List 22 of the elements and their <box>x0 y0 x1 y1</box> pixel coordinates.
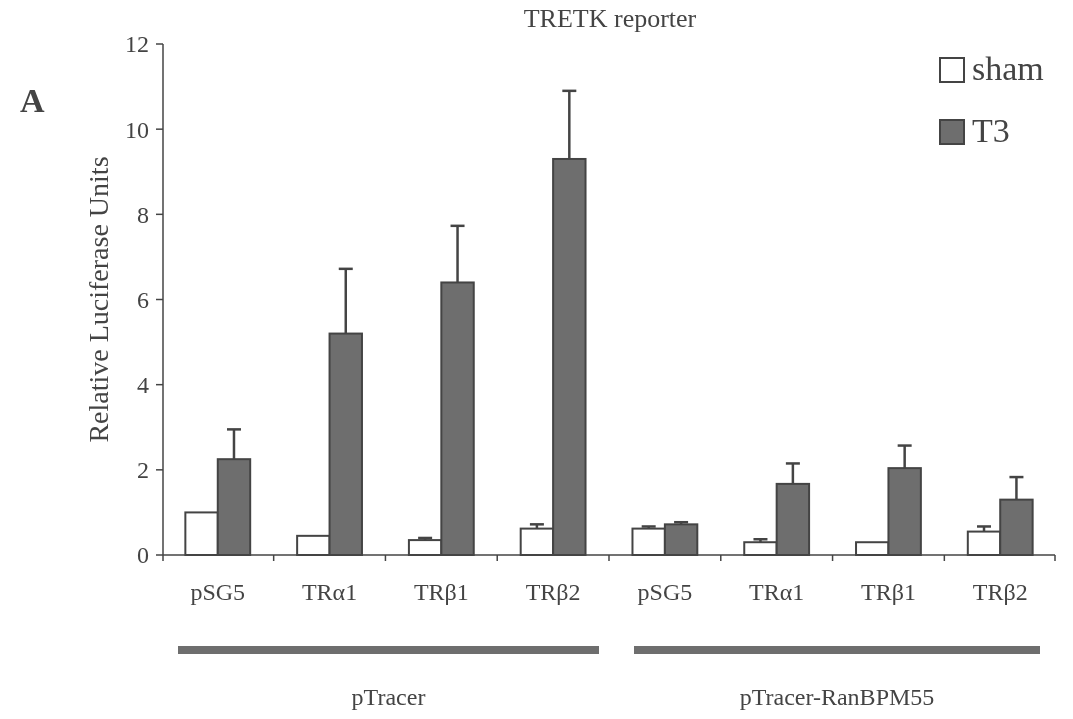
text: pTracer <box>351 684 426 710</box>
legend-label: T3 <box>972 112 1010 149</box>
x-tick-label: TRβ1 <box>861 579 916 605</box>
x-tick-label: TRβ2 <box>525 579 581 605</box>
x-tick-label: TRβ1 <box>413 579 469 605</box>
text: A <box>20 82 45 119</box>
x-tick-label: TRα1 <box>301 579 358 605</box>
x-tick-label: pSG5 <box>637 579 693 605</box>
text: pTracer-RanBPM55 <box>739 684 935 710</box>
y-tick-label: 0 <box>137 542 149 569</box>
x-tick-label: pSG5 <box>190 579 246 605</box>
y-tick-label: 12 <box>125 31 149 58</box>
y-tick-label: 8 <box>137 201 149 228</box>
y-tick-label: 10 <box>125 116 149 143</box>
y-axis-title: Relative Luciferase Units <box>83 156 114 443</box>
y-tick-label: 6 <box>137 286 149 313</box>
y-tick-label: 4 <box>137 372 149 399</box>
x-tick-label: TRα1 <box>749 579 805 605</box>
y-tick-label: 2 <box>137 457 149 484</box>
x-tick-label: TRβ2 <box>972 579 1028 605</box>
legend-label: sham <box>972 50 1044 87</box>
chart-title: TRETK reporter <box>523 4 697 33</box>
